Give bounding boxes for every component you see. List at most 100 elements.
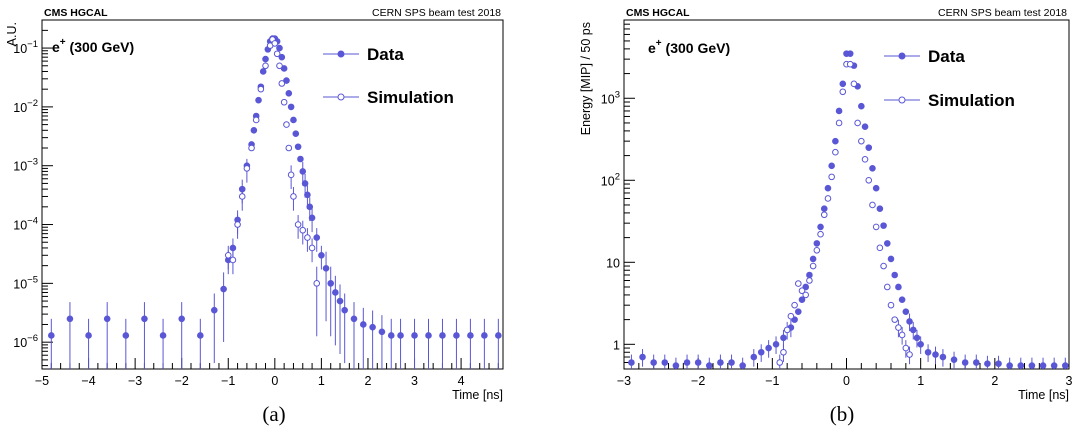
y-tick-base: 10 <box>13 42 27 56</box>
data-point <box>961 359 969 366</box>
simulation-point <box>887 301 895 309</box>
simulation-point <box>271 40 279 47</box>
legend-marker <box>898 96 906 104</box>
header-right: CERN SPS beam test 2018 <box>372 7 501 19</box>
data-point <box>865 144 873 151</box>
data-point <box>378 328 386 336</box>
simulation-point <box>802 291 810 299</box>
y-tick-exp: 3 <box>615 89 620 100</box>
simulation-point <box>883 283 891 291</box>
simulation-point <box>273 50 281 58</box>
data-point <box>397 332 404 339</box>
simulation-point <box>861 156 869 163</box>
x-tick-label: 1 <box>318 374 325 388</box>
beam-particle: e <box>52 39 60 55</box>
simulation-point <box>791 301 798 309</box>
data-point <box>828 162 835 170</box>
y-tick-base: 10 <box>13 219 27 233</box>
data-point <box>717 359 724 366</box>
x-tick-label: −3 <box>128 374 142 388</box>
simulation-point <box>902 344 910 352</box>
data-point <box>661 359 669 366</box>
data-point <box>318 251 325 259</box>
legend-marker <box>337 50 345 58</box>
x-axis-label: Time [ns] <box>1018 388 1069 402</box>
data-point <box>995 360 1002 368</box>
data-point <box>159 332 167 339</box>
data-point <box>1039 362 1047 369</box>
simulation-point <box>299 226 307 234</box>
data-point <box>895 283 902 291</box>
simulation-point <box>304 234 311 241</box>
y-tick-exp: −1 <box>27 39 38 50</box>
data-point <box>813 240 821 247</box>
data-point <box>306 203 314 211</box>
y-tick-label: 10−3 <box>13 157 38 174</box>
panel-b: CMS HGCAL CERN SPS beam test 2018 −3 −2 −1 0 1… <box>536 0 1073 437</box>
data-point <box>369 323 376 331</box>
data-point <box>902 308 910 315</box>
data-point <box>705 362 713 369</box>
data-point <box>332 289 339 296</box>
simulation-point <box>229 256 237 264</box>
data-point <box>197 332 204 339</box>
data-point <box>832 137 839 145</box>
y-tick-exp: −6 <box>27 333 38 344</box>
data-point <box>304 191 311 199</box>
data-point <box>259 68 267 75</box>
simulation-point <box>248 144 255 152</box>
simulation-point <box>780 348 787 356</box>
data-point <box>835 107 843 115</box>
data-point <box>439 332 446 339</box>
simulation-point <box>280 98 288 106</box>
chart-b: CMS HGCAL CERN SPS beam test 2018 −3 −2 −1 0 1… <box>579 7 1073 402</box>
data-point <box>48 332 55 339</box>
data-point <box>262 55 269 63</box>
y-tick-exp: 2 <box>615 171 620 182</box>
data-point <box>780 334 787 342</box>
data-point <box>939 353 947 361</box>
simulation-point <box>809 262 817 270</box>
data-point <box>66 315 74 323</box>
simulation-point <box>787 312 795 320</box>
data-point <box>250 126 258 134</box>
x-tick-label: −1 <box>765 374 779 388</box>
y-axis-label: Energy [MIP] / 50 ps <box>579 22 593 135</box>
simulation-point <box>285 144 293 152</box>
y-tick-label: 10−2 <box>13 98 38 115</box>
x-axis-label: Time [ns] <box>452 388 503 402</box>
y-tick-base: 10 <box>13 101 27 115</box>
data-point <box>287 103 295 111</box>
y-tick-base: 10 <box>601 174 615 188</box>
data-point <box>341 306 348 314</box>
data-point <box>301 180 309 187</box>
x-tick-label: 3 <box>1066 374 1073 388</box>
data-point <box>278 53 286 61</box>
data-point <box>467 332 474 339</box>
data-point <box>820 205 828 213</box>
data-point <box>824 184 832 192</box>
y-tick-label: 10−1 <box>13 39 38 56</box>
x-tick-label: 2 <box>364 374 371 388</box>
simulation-point <box>839 88 847 96</box>
simulation-point <box>872 223 880 231</box>
simulation-point <box>820 211 828 219</box>
x-tick-label: 3 <box>411 374 418 388</box>
y-tick-label: 10−6 <box>13 333 38 350</box>
simulation-point <box>252 116 260 124</box>
data-point <box>984 360 991 368</box>
simulation-point <box>891 316 899 323</box>
simulation-point <box>243 165 251 172</box>
simulation-point <box>278 80 286 87</box>
y-tick-base: 1 <box>613 338 620 352</box>
data-point <box>772 341 780 348</box>
simulation-point <box>238 193 246 200</box>
data-point <box>913 334 921 342</box>
data-point <box>839 80 847 88</box>
header-left: CMS HGCAL <box>626 7 690 19</box>
data-point <box>891 271 899 279</box>
y-tick-label: 10−4 <box>13 216 38 233</box>
header-left: CMS HGCAL <box>44 7 108 19</box>
data-point <box>694 359 702 366</box>
data-point <box>869 164 876 172</box>
